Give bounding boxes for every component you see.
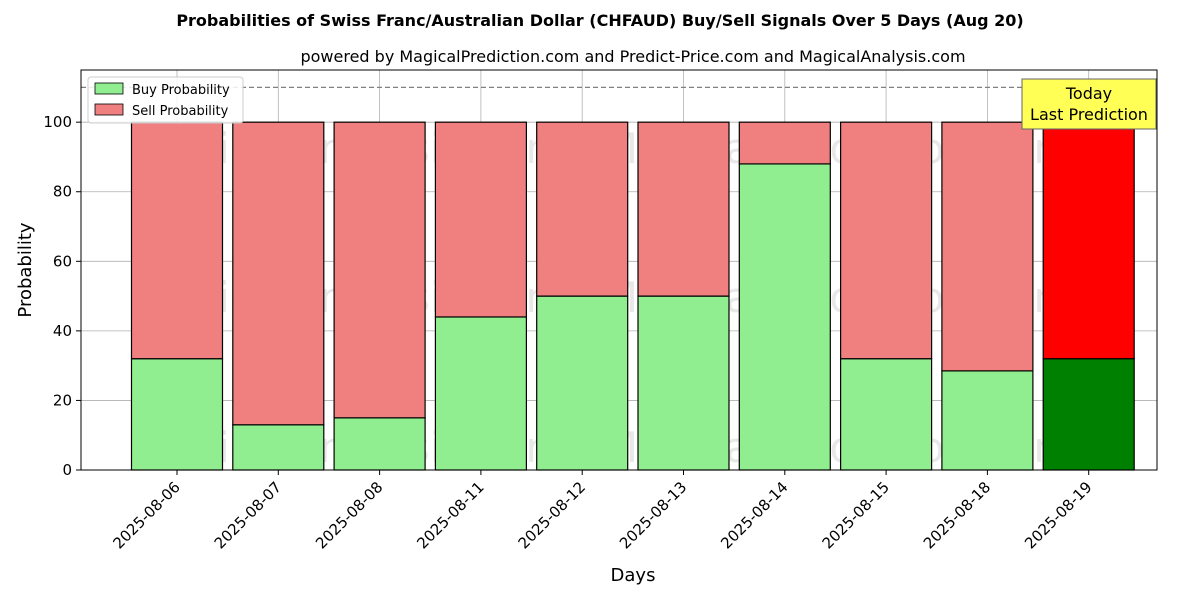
bar-sell-2025-08-08	[333, 121, 426, 419]
x-tick-label: 2025-08-13	[616, 478, 690, 552]
y-tick-label: 40	[53, 322, 72, 340]
bar-buy-2025-08-11	[434, 316, 527, 471]
chart-subtitle: powered by MagicalPrediction.com and Pre…	[300, 47, 965, 66]
legend-buy-swatch	[94, 82, 124, 95]
x-tick-label: 2025-08-14	[717, 478, 791, 552]
bar-sell-2025-08-11	[434, 121, 527, 318]
bar-buy-2025-08-15	[839, 358, 933, 471]
today-annotation: Today Last Prediction	[1021, 78, 1157, 130]
annotation-line1: Today	[1065, 84, 1112, 103]
x-tick-label: 2025-08-15	[819, 478, 893, 552]
y-tick-label: 60	[53, 252, 72, 270]
bar-buy-2025-08-06	[130, 358, 224, 471]
bar-buy-2025-08-14	[738, 163, 831, 471]
y-axis-label: Probability	[15, 222, 36, 317]
bar-sell-2025-08-07	[232, 121, 325, 426]
bars	[130, 121, 1135, 471]
y-axis: 0 20 40 60 80 100	[43, 113, 81, 479]
legend-box	[87, 76, 244, 124]
bar-sell-2025-08-13	[637, 121, 730, 297]
y-tick-label: 80	[53, 183, 72, 201]
bar-sell-2025-08-15	[839, 121, 933, 360]
bar-sell-2025-08-12	[536, 121, 629, 297]
bar-sell-2025-08-18	[941, 121, 1034, 372]
x-tick-label: 2025-08-08	[312, 478, 386, 552]
bar-sell-2025-08-19	[1042, 121, 1135, 360]
x-tick-label: 2025-08-19	[1021, 478, 1095, 552]
chart-title: Probabilities of Swiss Franc/Australian …	[176, 11, 1023, 30]
bar-buy-2025-08-07	[232, 424, 325, 471]
bar-buy-2025-08-19	[1042, 358, 1135, 471]
y-tick-label: 0	[62, 461, 72, 479]
legend-sell-label: Sell Probability	[132, 104, 229, 119]
annotation-line2: Last Prediction	[1030, 105, 1148, 124]
bar-buy-2025-08-12	[536, 295, 629, 471]
legend: Buy Probability Sell Probability	[87, 76, 244, 124]
bar-buy-2025-08-18	[941, 370, 1034, 471]
plot-border	[80, 69, 1158, 471]
legend-buy-label: Buy Probability	[132, 83, 230, 98]
x-axis-label: Days	[611, 565, 656, 586]
bar-buy-2025-08-08	[333, 417, 426, 471]
y-tick-label: 100	[43, 113, 72, 131]
annotation-box	[1021, 78, 1157, 130]
x-tick-label: 2025-08-07	[211, 478, 285, 552]
x-tick-label: 2025-08-11	[413, 478, 487, 552]
bar-sell-2025-08-06	[130, 121, 224, 360]
x-axis: 2025-08-06 2025-08-07 2025-08-08 2025-08-11…	[109, 470, 1096, 552]
x-tick-label: 2025-08-18	[920, 478, 994, 552]
y-tick-label: 20	[53, 391, 72, 409]
x-tick-label: 2025-08-12	[515, 478, 589, 552]
bar-buy-2025-08-13	[637, 295, 730, 471]
x-tick-label: 2025-08-06	[109, 478, 183, 552]
legend-sell-swatch	[94, 103, 124, 116]
bar-sell-2025-08-14	[738, 121, 831, 165]
